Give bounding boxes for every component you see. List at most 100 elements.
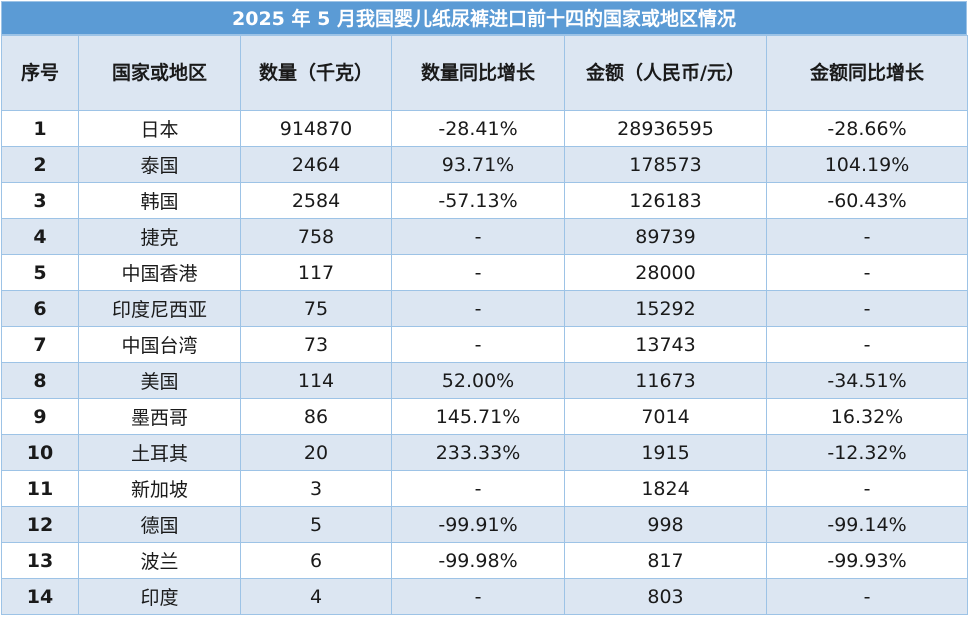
country-cell: 墨西哥	[78, 398, 241, 435]
quantity-cell: 117	[240, 254, 392, 291]
amount-yoy-cell: -28.66%	[766, 110, 968, 147]
rank-cell: 14	[1, 578, 79, 615]
country-cell: 日本	[78, 110, 241, 147]
amount-yoy-cell: 104.19%	[766, 146, 968, 183]
quantity-cell: 6	[240, 542, 392, 579]
header-row: 序号 国家或地区 数量（千克） 数量同比增长 金额（人民币/元） 金额同比增长	[1, 35, 968, 111]
amount-yoy-cell: -	[766, 578, 968, 615]
rank-cell: 3	[1, 182, 79, 219]
header-amount: 金额（人民币/元）	[564, 35, 767, 111]
amount-cell: 803	[564, 578, 767, 615]
table-row: 3 韩国 2584 -57.13% 126183 -60.43%	[1, 182, 968, 219]
quantity-cell: 86	[240, 398, 392, 435]
amount-cell: 15292	[564, 290, 767, 327]
quantity-yoy-cell: -	[391, 218, 565, 255]
import-table: 序号 国家或地区 数量（千克） 数量同比增长 金额（人民币/元） 金额同比增长 …	[1, 35, 968, 615]
country-cell: 印度	[78, 578, 241, 615]
table-row: 8 美国 114 52.00% 11673 -34.51%	[1, 362, 968, 399]
amount-cell: 126183	[564, 182, 767, 219]
rank-cell: 5	[1, 254, 79, 291]
amount-yoy-cell: -	[766, 254, 968, 291]
country-cell: 中国香港	[78, 254, 241, 291]
table-row: 1 日本 914870 -28.41% 28936595 -28.66%	[1, 110, 968, 147]
amount-cell: 178573	[564, 146, 767, 183]
table-row: 10 土耳其 20 233.33% 1915 -12.32%	[1, 434, 968, 471]
amount-yoy-cell: -12.32%	[766, 434, 968, 471]
rank-cell: 13	[1, 542, 79, 579]
quantity-yoy-cell: -28.41%	[391, 110, 565, 147]
amount-yoy-cell: -	[766, 326, 968, 363]
quantity-yoy-cell: -99.91%	[391, 506, 565, 543]
quantity-cell: 2584	[240, 182, 392, 219]
table-row: 13 波兰 6 -99.98% 817 -99.93%	[1, 542, 968, 579]
quantity-yoy-cell: -	[391, 470, 565, 507]
header-amount-yoy: 金额同比增长	[766, 35, 968, 111]
country-cell: 韩国	[78, 182, 241, 219]
rank-cell: 6	[1, 290, 79, 327]
amount-yoy-cell: -99.93%	[766, 542, 968, 579]
amount-cell: 1824	[564, 470, 767, 507]
amount-cell: 28936595	[564, 110, 767, 147]
quantity-yoy-cell: 93.71%	[391, 146, 565, 183]
amount-yoy-cell: 16.32%	[766, 398, 968, 435]
quantity-yoy-cell: -	[391, 290, 565, 327]
quantity-cell: 914870	[240, 110, 392, 147]
quantity-yoy-cell: -57.13%	[391, 182, 565, 219]
rank-cell: 11	[1, 470, 79, 507]
quantity-yoy-cell: 233.33%	[391, 434, 565, 471]
country-cell: 土耳其	[78, 434, 241, 471]
rank-cell: 12	[1, 506, 79, 543]
amount-cell: 89739	[564, 218, 767, 255]
rank-cell: 1	[1, 110, 79, 147]
amount-cell: 817	[564, 542, 767, 579]
amount-yoy-cell: -34.51%	[766, 362, 968, 399]
quantity-cell: 2464	[240, 146, 392, 183]
country-cell: 德国	[78, 506, 241, 543]
rank-cell: 7	[1, 326, 79, 363]
amount-cell: 1915	[564, 434, 767, 471]
quantity-cell: 5	[240, 506, 392, 543]
rank-cell: 4	[1, 218, 79, 255]
table-title: 2025 年 5 月我国婴儿纸尿裤进口前十四的国家或地区情况	[1, 1, 967, 35]
quantity-cell: 3	[240, 470, 392, 507]
amount-cell: 28000	[564, 254, 767, 291]
amount-cell: 13743	[564, 326, 767, 363]
quantity-cell: 758	[240, 218, 392, 255]
table-row: 4 捷克 758-89739-	[1, 218, 968, 255]
quantity-cell: 73	[240, 326, 392, 363]
country-cell: 泰国	[78, 146, 241, 183]
quantity-cell: 75	[240, 290, 392, 327]
country-cell: 中国台湾	[78, 326, 241, 363]
country-cell: 捷克	[78, 218, 241, 255]
amount-yoy-cell: -99.14%	[766, 506, 968, 543]
amount-yoy-cell: -60.43%	[766, 182, 968, 219]
amount-yoy-cell: -	[766, 218, 968, 255]
table-row: 14 印度 4-803-	[1, 578, 968, 615]
header-rank: 序号	[1, 35, 79, 111]
quantity-yoy-cell: -	[391, 578, 565, 615]
quantity-cell: 20	[240, 434, 392, 471]
amount-yoy-cell: -	[766, 290, 968, 327]
amount-yoy-cell: -	[766, 470, 968, 507]
table-row: 7 中国台湾 73-13743-	[1, 326, 968, 363]
quantity-yoy-cell: -99.98%	[391, 542, 565, 579]
table-row: 9 墨西哥 86 145.71% 7014 16.32%	[1, 398, 968, 435]
amount-cell: 11673	[564, 362, 767, 399]
header-quantity: 数量（千克）	[240, 35, 392, 111]
amount-cell: 7014	[564, 398, 767, 435]
table-row: 11 新加坡 3-1824-	[1, 470, 968, 507]
quantity-yoy-cell: -	[391, 326, 565, 363]
quantity-cell: 114	[240, 362, 392, 399]
quantity-yoy-cell: 145.71%	[391, 398, 565, 435]
quantity-yoy-cell: 52.00%	[391, 362, 565, 399]
header-quantity-yoy: 数量同比增长	[391, 35, 565, 111]
table-row: 5 中国香港 117-28000-	[1, 254, 968, 291]
country-cell: 印度尼西亚	[78, 290, 241, 327]
rank-cell: 2	[1, 146, 79, 183]
amount-cell: 998	[564, 506, 767, 543]
country-cell: 新加坡	[78, 470, 241, 507]
rank-cell: 8	[1, 362, 79, 399]
rank-cell: 9	[1, 398, 79, 435]
quantity-yoy-cell: -	[391, 254, 565, 291]
